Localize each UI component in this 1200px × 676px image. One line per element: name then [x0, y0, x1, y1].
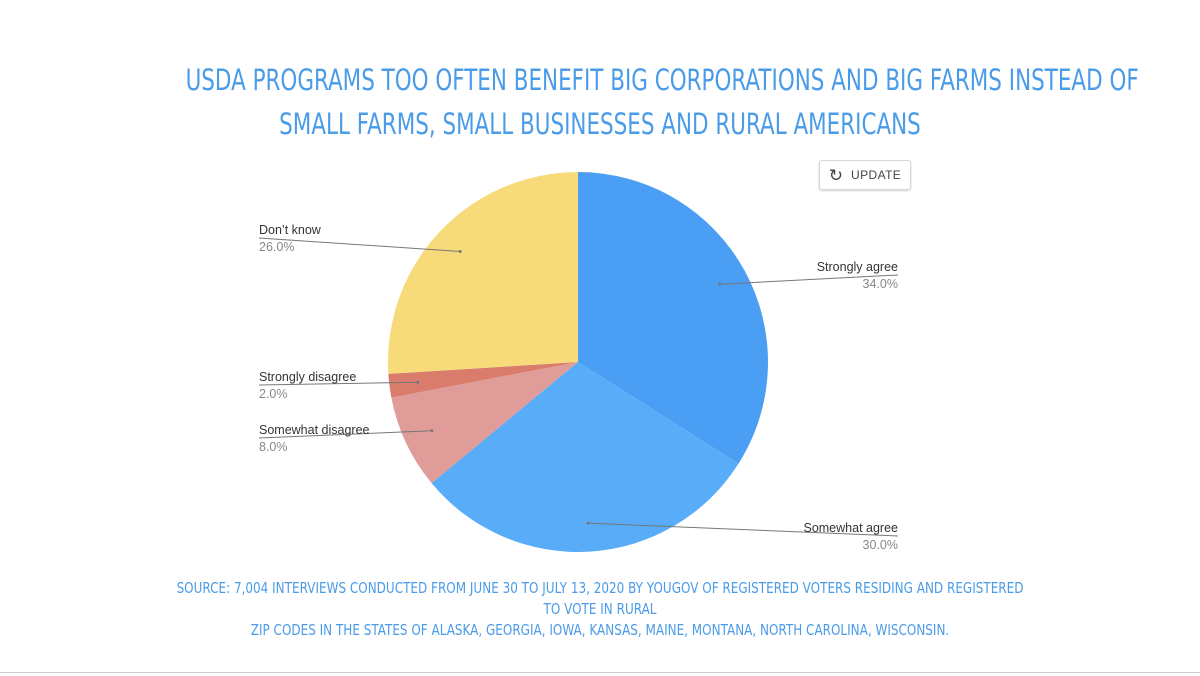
- leader-dot: [430, 429, 434, 433]
- slice-label: Somewhat agree: [803, 521, 898, 535]
- slice-label: Somewhat disagree: [259, 423, 370, 437]
- leader-line: [588, 522, 899, 537]
- refresh-icon: ↻: [828, 165, 844, 185]
- update-button-label: UPDATE: [851, 168, 902, 182]
- source-line-1: SOURCE: 7,004 INTERVIEWS CONDUCTED FROM …: [176, 579, 1024, 618]
- pie-slice-strongly-disagree[interactable]: [388, 362, 578, 398]
- leader-dot: [586, 521, 590, 525]
- slice-label: Strongly agree: [817, 260, 898, 274]
- chart-title-line-2: SMALL FARMS, SMALL BUSINESSES AND RURAL …: [279, 107, 921, 141]
- slice-value-label: 34.0%: [863, 277, 898, 291]
- slice-label: Don’t know: [259, 223, 322, 237]
- slice-value-label: 2.0%: [259, 387, 288, 401]
- leader-dot: [718, 282, 722, 286]
- update-button[interactable]: ↻ UPDATE: [819, 160, 911, 190]
- leader-line: [258, 430, 432, 439]
- pie-slice-strongly-agree[interactable]: [578, 172, 769, 464]
- leader-line: [258, 237, 461, 252]
- slice-value-label: 8.0%: [259, 440, 288, 454]
- pie-slice-somewhat-agree[interactable]: [431, 362, 739, 552]
- pie-slice-somewhat-disagree[interactable]: [391, 362, 578, 484]
- leader-line: [258, 381, 418, 386]
- leader-dot: [458, 249, 462, 253]
- chart-title-line-1: USDA PROGRAMS TOO OFTEN BENEFIT BIG CORP…: [185, 63, 1139, 97]
- leader-dot: [416, 380, 420, 384]
- slice-value-label: 30.0%: [863, 538, 898, 552]
- source-note: SOURCE: 7,004 INTERVIEWS CONDUCTED FROM …: [168, 578, 1032, 641]
- pie-slice-don-t-know[interactable]: [387, 172, 578, 374]
- bottom-divider: [0, 672, 1200, 673]
- slice-value-label: 26.0%: [259, 240, 294, 254]
- leader-line: [719, 274, 899, 285]
- chart-title: USDA PROGRAMS TOO OFTEN BENEFIT BIG CORP…: [185, 58, 1139, 146]
- slice-label: Strongly disagree: [259, 370, 356, 384]
- source-line-2: ZIP CODES IN THE STATES OF ALASKA, GEORG…: [250, 621, 950, 639]
